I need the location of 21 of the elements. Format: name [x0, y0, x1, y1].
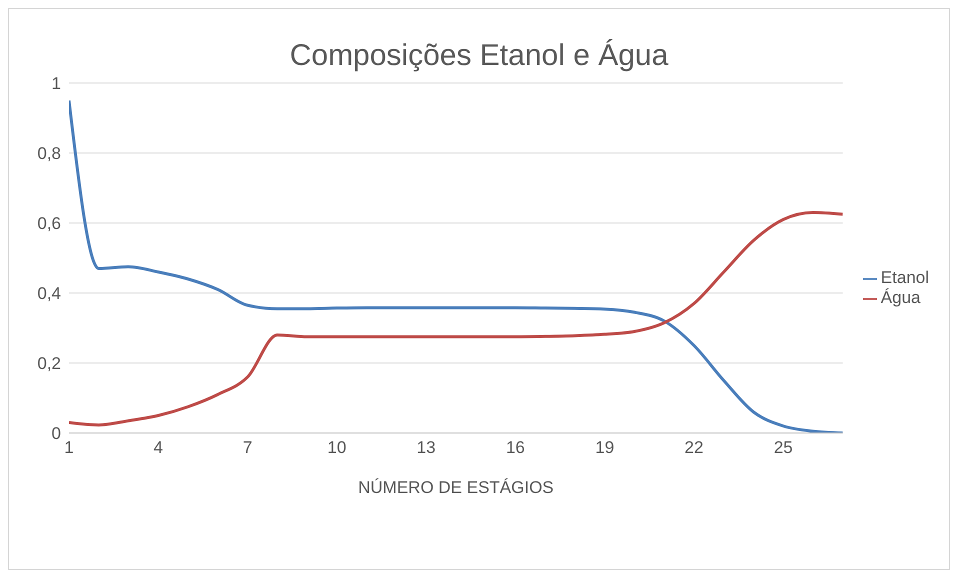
y-tick-label: 0,8 — [37, 144, 61, 164]
x-tick-label: 10 — [327, 438, 346, 458]
x-tick-label: 1 — [64, 438, 74, 458]
x-tick-label: 16 — [506, 438, 525, 458]
x-tick-label: 25 — [774, 438, 793, 458]
y-tick-label: 0,6 — [37, 214, 61, 234]
y-tick-label: 0,4 — [37, 284, 61, 304]
x-tick-label: 7 — [242, 438, 252, 458]
x-axis-title: NÚMERO DE ESTÁGIOS — [358, 478, 554, 497]
legend-label: Água — [880, 288, 920, 307]
x-tick-label: 13 — [416, 438, 436, 458]
y-tick-label: 0,2 — [37, 354, 61, 374]
line-series — [69, 99, 843, 433]
x-tick-label: 19 — [595, 438, 614, 458]
y-tick-label: 1 — [52, 74, 61, 94]
x-tick-label: 4 — [154, 438, 164, 458]
legend-label: Etanol — [880, 268, 929, 287]
line-series — [69, 211, 843, 426]
y-tick-label: 0 — [52, 424, 61, 444]
x-tick-label: 22 — [684, 438, 704, 458]
chart-title: Composições Etanol e Água — [288, 39, 670, 73]
